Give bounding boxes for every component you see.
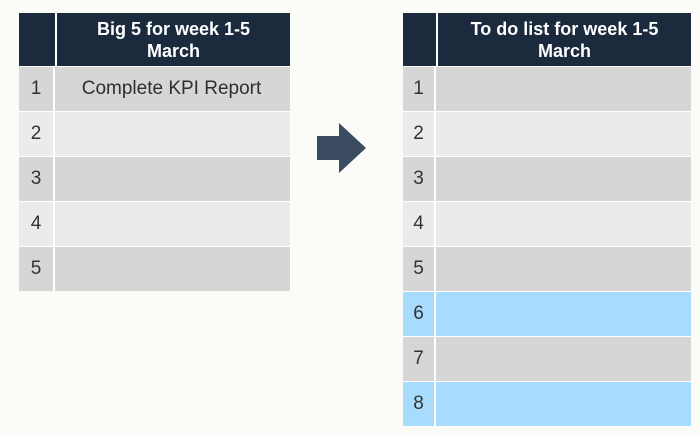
to-do-list-table: To do list for week 1-5 March 1 2 3 4 5 … xyxy=(403,13,691,426)
to-do-row[interactable]: 3 xyxy=(403,156,691,201)
big-5-header: Big 5 for week 1-5 March xyxy=(19,13,290,66)
to-do-list-header: To do list for week 1-5 March xyxy=(403,13,691,66)
to-do-row-highlighted[interactable]: 6 xyxy=(403,291,691,336)
row-text[interactable] xyxy=(436,382,689,426)
big-5-row[interactable]: 4 xyxy=(19,201,290,246)
row-number: 4 xyxy=(403,202,436,246)
row-text[interactable] xyxy=(436,337,689,381)
row-number: 3 xyxy=(19,157,55,201)
big-5-title: Big 5 for week 1-5 March xyxy=(57,13,290,66)
row-text[interactable] xyxy=(436,247,689,291)
row-number: 1 xyxy=(403,67,436,111)
row-text[interactable] xyxy=(436,67,689,111)
row-text[interactable] xyxy=(55,247,288,291)
big-5-row[interactable]: 1 Complete KPI Report xyxy=(19,66,290,111)
to-do-row-highlighted[interactable]: 8 xyxy=(403,381,691,426)
row-text[interactable] xyxy=(55,157,288,201)
to-do-row[interactable]: 5 xyxy=(403,246,691,291)
row-number: 4 xyxy=(19,202,55,246)
row-text[interactable] xyxy=(436,157,689,201)
row-text[interactable] xyxy=(436,292,689,336)
row-number: 5 xyxy=(19,247,55,291)
big-5-header-num-cell xyxy=(19,13,57,66)
row-text[interactable]: Complete KPI Report xyxy=(81,78,262,99)
row-number: 6 xyxy=(403,292,436,336)
to-do-row[interactable]: 4 xyxy=(403,201,691,246)
to-do-list-title: To do list for week 1-5 March xyxy=(438,13,691,66)
big-5-row[interactable]: 2 xyxy=(19,111,290,156)
big-5-row[interactable]: 5 xyxy=(19,246,290,291)
row-number: 7 xyxy=(403,337,436,381)
row-number: 1 xyxy=(19,67,55,111)
row-text[interactable] xyxy=(55,112,288,156)
to-do-header-num-cell xyxy=(403,13,438,66)
right-arrow-icon xyxy=(317,123,366,173)
row-text[interactable] xyxy=(436,202,689,246)
row-number: 2 xyxy=(403,112,436,156)
row-text[interactable] xyxy=(436,112,689,156)
to-do-row[interactable]: 2 xyxy=(403,111,691,156)
row-number: 5 xyxy=(403,247,436,291)
row-number: 3 xyxy=(403,157,436,201)
big-5-row[interactable]: 3 xyxy=(19,156,290,201)
row-text[interactable] xyxy=(55,202,288,246)
to-do-row[interactable]: 1 xyxy=(403,66,691,111)
row-number: 2 xyxy=(19,112,55,156)
to-do-row[interactable]: 7 xyxy=(403,336,691,381)
row-number: 8 xyxy=(403,382,436,426)
big-5-table: Big 5 for week 1-5 March 1 Complete KPI … xyxy=(19,13,290,291)
